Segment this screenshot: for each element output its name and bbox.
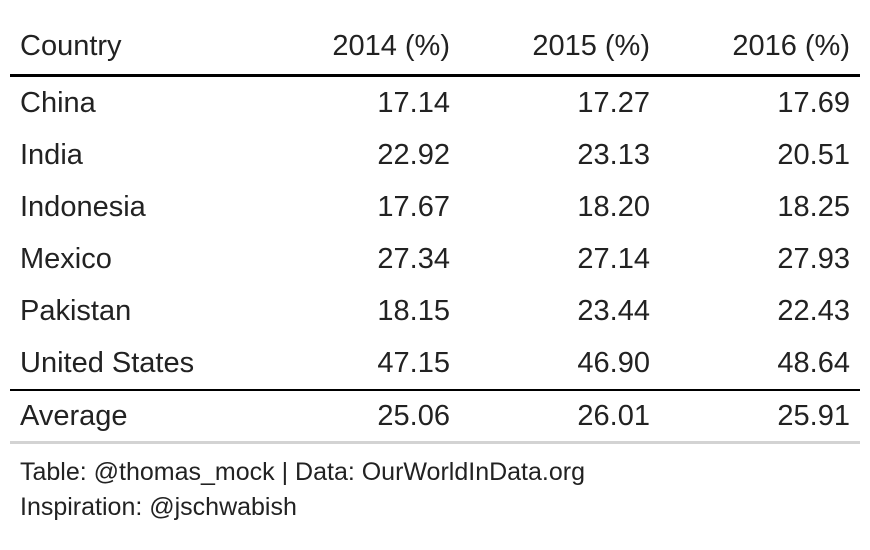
summary-2015: 26.01 — [460, 390, 660, 444]
cell-2014: 17.67 — [377, 191, 450, 223]
cell-country: United States — [10, 337, 260, 391]
cell-2015: 46.90 — [460, 337, 660, 391]
table-header-row: Country 2014 (%) 2015 (%) 2016 (%) — [10, 18, 860, 77]
cell-2014: 27.34 — [377, 243, 450, 275]
data-table: Country 2014 (%) 2015 (%) 2016 (%) China… — [10, 18, 860, 444]
cell-2016: 17.69 — [777, 87, 850, 119]
table-caption: Table: @thomas_mock | Data: OurWorldInDa… — [20, 455, 585, 525]
cell-2014: 47.15 — [260, 337, 460, 391]
cell-2016: 22.43 — [777, 295, 850, 327]
cell-2016: 48.64 — [660, 337, 860, 391]
column-header-country: Country — [10, 18, 260, 77]
column-header-2016: 2016 (%) — [660, 18, 860, 77]
table-row: United States 47.15 46.90 48.64 — [10, 337, 860, 391]
cell-country: Pakistan — [20, 295, 132, 327]
cell-country: India — [20, 139, 83, 171]
cell-2016: 18.25 — [777, 191, 850, 223]
cell-2014: 18.15 — [377, 295, 450, 327]
cell-2014: 17.14 — [377, 87, 450, 119]
cell-2015: 18.20 — [577, 191, 650, 223]
table-row: Pakistan 18.15 23.44 22.43 — [10, 285, 860, 337]
cell-country: China — [20, 87, 96, 119]
summary-2016: 25.91 — [660, 390, 860, 444]
caption-source-line: Table: @thomas_mock | Data: OurWorldInDa… — [20, 458, 585, 486]
data-table-container: Country 2014 (%) 2015 (%) 2016 (%) China… — [10, 18, 860, 444]
summary-row-average: Average 25.06 26.01 25.91 — [10, 390, 860, 444]
cell-2016: 27.93 — [777, 243, 850, 275]
summary-label: Average — [10, 390, 260, 444]
cell-country: Mexico — [20, 243, 112, 275]
column-header-2014: 2014 (%) — [260, 18, 460, 77]
cell-2014: 22.92 — [377, 139, 450, 171]
table-row: Mexico 27.34 27.14 27.93 — [10, 233, 860, 285]
table-row: India 22.92 23.13 20.51 — [10, 129, 860, 181]
caption-inspiration-line: Inspiration: @jschwabish — [20, 493, 297, 521]
cell-country: Indonesia — [20, 191, 146, 223]
cell-2016: 20.51 — [777, 139, 850, 171]
table-row: China 17.14 17.27 17.69 — [10, 76, 860, 130]
cell-2015: 23.13 — [577, 139, 650, 171]
table-row: Indonesia 17.67 18.20 18.25 — [10, 181, 860, 233]
cell-2015: 23.44 — [577, 295, 650, 327]
cell-2015: 27.14 — [577, 243, 650, 275]
cell-2015: 17.27 — [577, 87, 650, 119]
summary-2014: 25.06 — [260, 390, 460, 444]
column-header-2015: 2015 (%) — [460, 18, 660, 77]
